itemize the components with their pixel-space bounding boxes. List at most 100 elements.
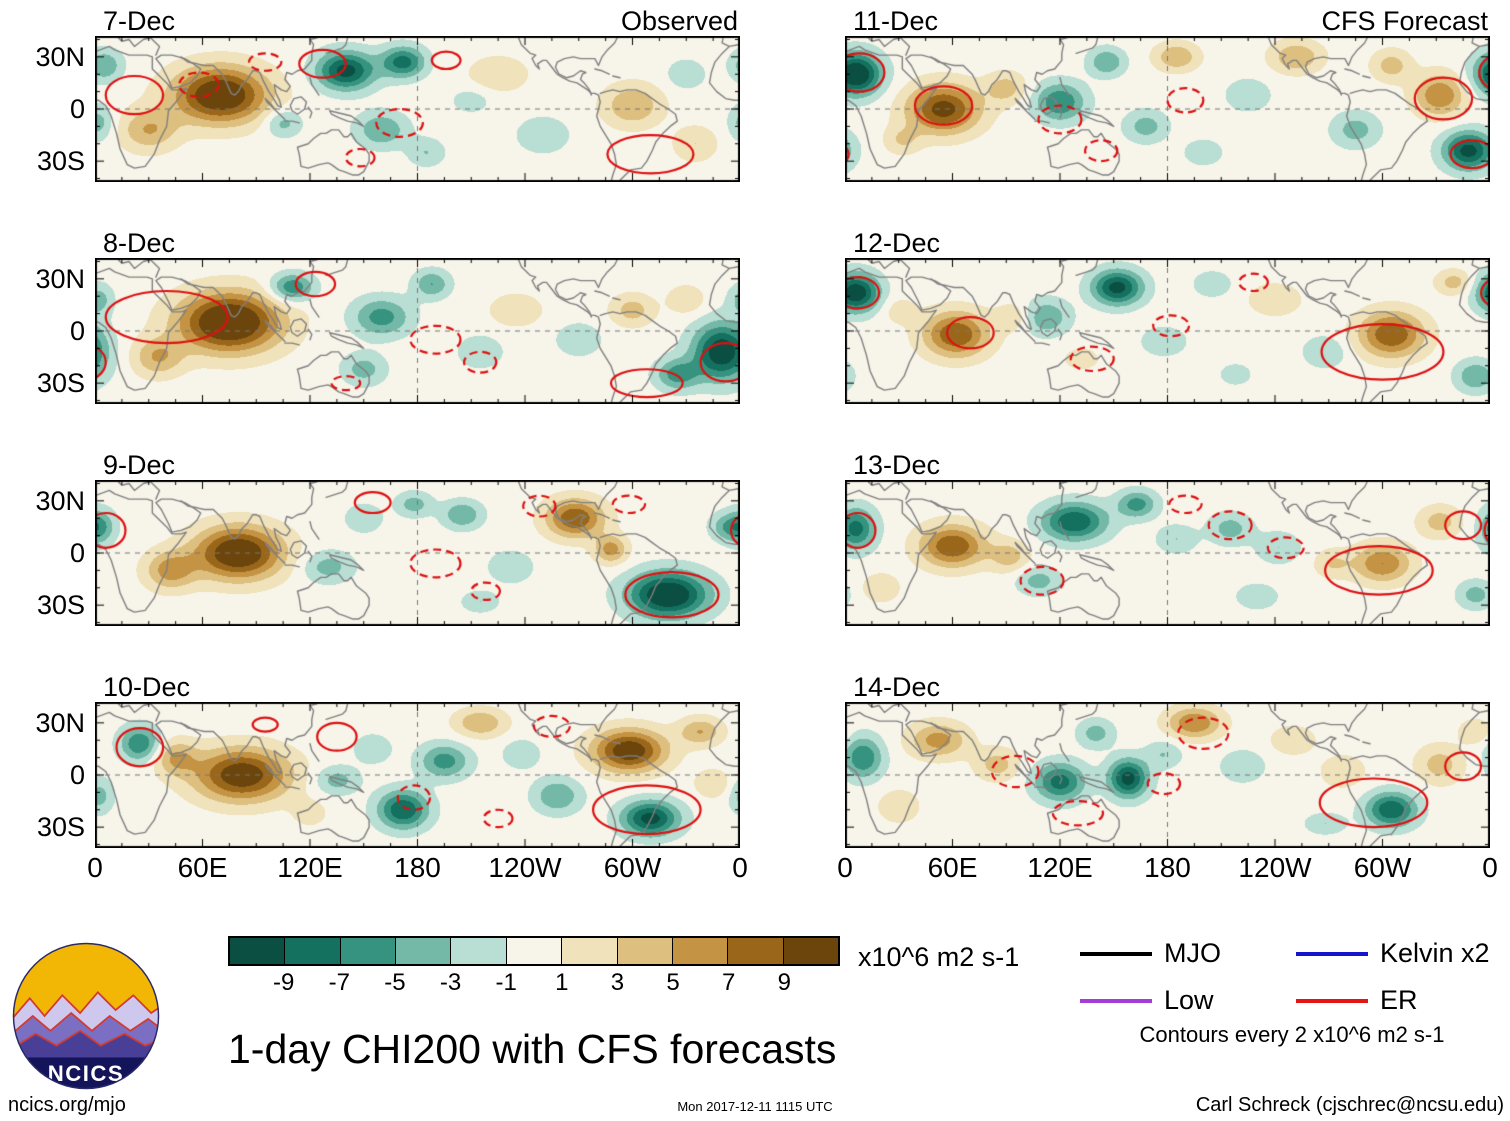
column-header: CFS Forecast: [1321, 6, 1488, 36]
y-axis-label: 30N: [35, 41, 85, 72]
map-area: 30N 0 30S: [35, 36, 740, 182]
y-axis-label: 30S: [36, 590, 85, 621]
legend-item-er: ER: [1296, 985, 1504, 1016]
legend-line-swatch: [1080, 951, 1152, 956]
map-panel-10-Dec: 10-Dec 30N 0 30S: [35, 672, 740, 848]
colorbar-tick-label: -9: [272, 969, 295, 996]
colorbar-cell: [339, 938, 396, 964]
x-axis-label: 0: [87, 852, 103, 883]
figure-title: 1-day CHI200 with CFS forecasts: [228, 1026, 837, 1072]
colorbar-cell: [450, 938, 506, 964]
colorbar-tick-label: 9: [777, 969, 792, 996]
map-area: [845, 258, 1490, 404]
map-area: [845, 480, 1490, 626]
y-axis-label: 30N: [35, 263, 85, 294]
x-axis-label: 120W: [488, 852, 562, 883]
colorbar-cells: [228, 936, 840, 966]
legend-item-low: Low: [1080, 985, 1288, 1016]
map-canvas: [95, 36, 740, 182]
map-panel-9-Dec: 9-Dec 30N 0 30S: [35, 450, 740, 626]
x-axis-label: 60E: [927, 852, 978, 883]
panel-date-label: 11-Dec: [853, 6, 939, 36]
colorbar-cell: [782, 938, 838, 964]
colorbar-cell: [561, 938, 617, 964]
colorbar-tick-label: 1: [555, 969, 569, 996]
colorbar-tick-labels: -9 -7 -5 -3 -1 1 3 5 7 9: [228, 969, 840, 1001]
map-canvas: [845, 36, 1490, 182]
logo-ring: [12, 942, 160, 1090]
colorbar-tick-label: -3: [439, 969, 462, 996]
panel-title-row: 10-Dec: [95, 672, 740, 702]
map-panel-13-Dec: 13-Dec: [845, 450, 1490, 626]
footer-credit: Carl Schreck (cjschrec@ncsu.edu): [1195, 1094, 1504, 1116]
colorbar-cell: [505, 938, 562, 964]
map-canvas: [95, 258, 740, 404]
map-canvas: [95, 702, 740, 848]
panel-date-label: 7-Dec: [103, 6, 176, 36]
y-axis-label: 0: [69, 760, 85, 790]
map-area: [845, 36, 1490, 182]
colorbar-tick-label: -1: [495, 969, 517, 996]
map-panel-14-Dec: 14-Dec: [845, 672, 1490, 848]
y-axis-label: 0: [69, 316, 85, 346]
x-axis-label: 0: [732, 852, 748, 883]
x-axis-label: 0: [837, 852, 853, 883]
y-axis-label: 0: [69, 538, 85, 568]
map-panel-7-Dec: 7-Dec Observed 30N 0 30S: [35, 6, 740, 182]
colorbar-tick-label: -7: [328, 969, 350, 996]
legend: MJO Kelvin x2 Low ER: [1080, 938, 1504, 1016]
ncics-logo: NCICS: [12, 942, 160, 1090]
panel-title-row: 7-Dec Observed: [95, 6, 740, 36]
footer-timestamp: Mon 2017-12-11 1115 UTC: [677, 1099, 833, 1114]
legend-item-kelvin-x2: Kelvin x2: [1296, 938, 1504, 969]
map-canvas: [845, 480, 1490, 626]
x-axis-label: 60W: [603, 852, 662, 883]
contour-note: Contours every 2 x10^6 m2 s-1: [1139, 1022, 1445, 1047]
colorbar-cell: [727, 938, 783, 964]
panel-title-row: 12-Dec: [845, 228, 1490, 258]
panel-date-label: 8-Dec: [103, 228, 176, 258]
colorbar-cell: [230, 938, 285, 964]
y-axis-label: 30S: [36, 368, 85, 399]
y-axis-label: 30S: [36, 812, 85, 843]
legend-label: ER: [1380, 985, 1418, 1015]
y-axis-label: 30N: [35, 485, 85, 516]
panel-date-label: 13-Dec: [853, 450, 941, 480]
legend-label: MJO: [1164, 938, 1221, 968]
legend-line-swatch: [1296, 998, 1368, 1003]
map-area: 30N 0 30S: [35, 258, 740, 404]
panel-title-row: 8-Dec: [95, 228, 740, 258]
legend-item-mjo: MJO: [1080, 938, 1288, 969]
colorbar: -9 -7 -5 -3 -1 1 3 5 7 9: [228, 936, 840, 1001]
y-axis-label: 0: [69, 94, 85, 124]
map-panel-12-Dec: 12-Dec: [845, 228, 1490, 404]
x-axis-label: 60E: [177, 852, 228, 883]
map-panel-11-Dec: 11-Dec CFS Forecast: [845, 6, 1490, 182]
footer-url: ncics.org/mjo: [8, 1094, 126, 1116]
x-axis-label: 120E: [1027, 852, 1093, 883]
colorbar-tick-label: 5: [666, 969, 680, 996]
x-axis-label: 180: [394, 852, 441, 883]
colorbar-units: x10^6 m2 s-1: [858, 942, 1020, 972]
panel-title-row: 9-Dec: [95, 450, 740, 480]
legend-label: Kelvin x2: [1380, 938, 1490, 968]
colorbar-tick-label: 3: [610, 969, 625, 996]
colorbar-cell: [284, 938, 340, 964]
legend-line-swatch: [1080, 998, 1152, 1003]
colorbar-cell: [395, 938, 451, 964]
panel-title-row: 14-Dec: [845, 672, 1490, 702]
map-area: [845, 702, 1490, 848]
map-area: 30N 0 30S: [35, 480, 740, 626]
legend-line-swatch: [1296, 951, 1368, 956]
x-axis-label: 120E: [277, 852, 343, 883]
panel-date-label: 12-Dec: [853, 228, 941, 258]
colorbar-cell: [671, 938, 728, 964]
column-header: Observed: [620, 6, 738, 36]
legend-label: Low: [1164, 985, 1214, 1015]
colorbar-tick-label: -5: [384, 969, 406, 996]
panel-date-label: 9-Dec: [103, 450, 176, 480]
map-panel-8-Dec: 8-Dec 30N 0 30S: [35, 228, 740, 404]
colorbar-cell: [616, 938, 672, 964]
x-axis-label: 120W: [1238, 852, 1312, 883]
